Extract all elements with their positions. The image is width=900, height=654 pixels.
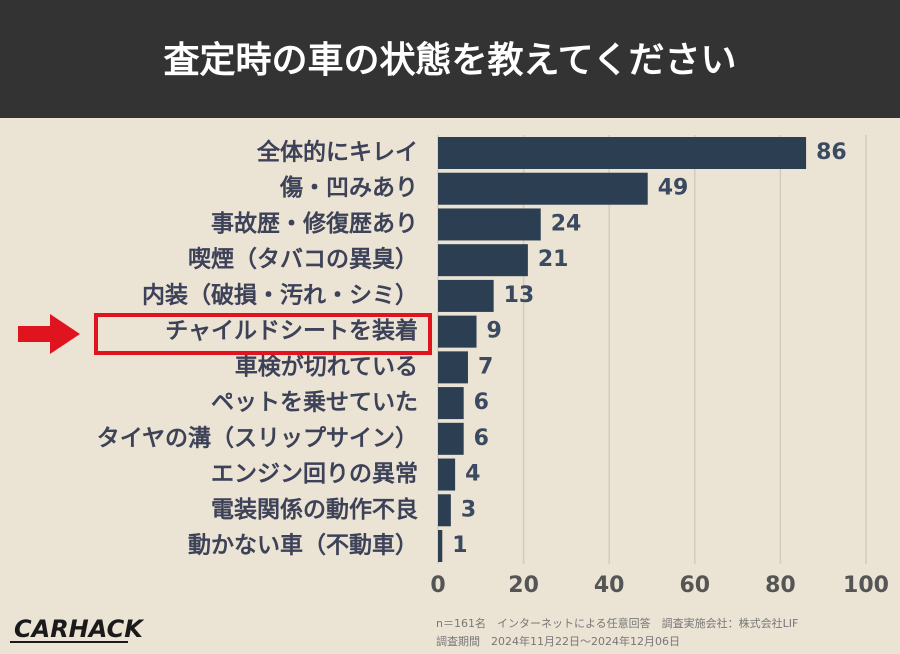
x-tick-label: 40 [594,573,625,598]
y-tick-label: タイヤの溝（スリップサイン） [97,424,418,451]
bar [438,208,541,241]
x-tick-label: 20 [508,573,539,598]
x-tick-label: 80 [765,573,796,598]
y-tick-label: 全体的にキレイ [256,139,418,166]
y-tick-label: ペットを乗せていた [211,390,418,416]
bar [438,530,443,562]
value-label: 4 [465,462,480,487]
logo: CARHACK [14,615,145,643]
value-label: 6 [474,426,489,451]
bar [438,494,451,527]
y-tick-label: 傷・凹みあり [279,174,418,201]
value-label: 6 [474,390,489,415]
value-label: 9 [487,319,502,344]
value-label: 3 [461,497,476,522]
y-tick-label: 電装関係の動作不良 [211,496,418,523]
value-label: 21 [538,247,569,272]
value-label: 1 [452,533,467,558]
bar [438,279,494,312]
chart-title: 査定時の車の状態を教えてください [163,40,736,81]
y-tick-label: 内装（破損・汚れ・シミ） [142,281,418,308]
bar [438,458,456,491]
y-tick-label: 喫煙（タバコの異臭） [188,246,418,273]
value-label: 7 [478,354,493,379]
value-label: 49 [658,176,689,201]
value-label: 13 [504,283,535,308]
x-tick-label: 100 [843,573,889,598]
y-tick-label: 動かない車（不動車） [188,532,418,559]
header [0,0,900,118]
bar [438,244,528,277]
bar [438,315,477,348]
y-tick-label: 車検が切れている [235,353,418,380]
bar [438,387,464,420]
value-label: 24 [551,211,582,236]
bar [438,422,464,455]
x-tick-label: 60 [679,573,710,598]
note: n＝161名 インターネットによる任意回答 調査実施会社：株式会社LIF [436,616,798,630]
y-tick-label: エンジン回りの異常 [211,461,418,487]
y-tick-label: チャイルドシートを装着 [165,317,418,344]
note: 調査期間 2024年11月22日～2024年12月06日 [436,634,680,648]
bar [438,137,807,169]
y-tick-label: 事故歴・修復歴あり [211,210,418,237]
highlight-arrow [18,314,80,354]
highlight-box [94,313,432,355]
value-label: 86 [816,140,847,165]
x-tick-label: 0 [430,573,445,598]
bar [438,351,468,384]
bar [438,172,648,205]
